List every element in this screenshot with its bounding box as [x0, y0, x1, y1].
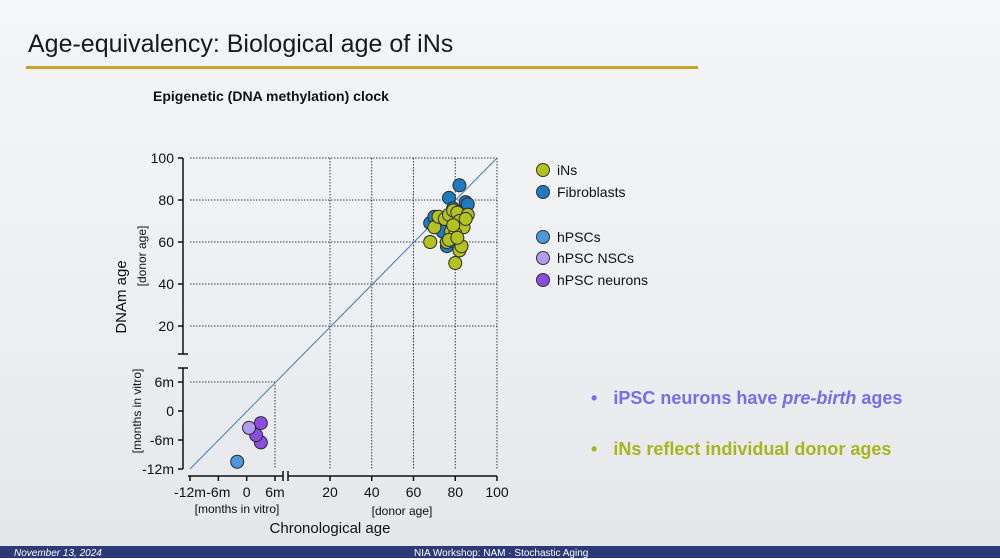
x-tick-label: -12m — [174, 484, 206, 500]
y-tick-label: 100 — [151, 150, 175, 166]
x-tick-label: 40 — [364, 484, 380, 500]
legend-item-hpscs: hPSCs — [536, 229, 601, 245]
y-sublabel-months: [months in vitro] — [130, 369, 144, 454]
footer-date: November 13, 2024 — [14, 548, 102, 559]
footer-bar — [0, 546, 1000, 558]
point-hpscs — [230, 454, 245, 469]
legend-fibroblasts-dot — [536, 185, 550, 199]
x-tick-label: 6m — [265, 484, 284, 500]
bullet-ins-donor: • iNs reflect individual donor ages — [591, 439, 891, 460]
bullet-ipsc-neurons: • iPSC neurons have pre-birth ages — [591, 388, 902, 409]
y-tick-label: 80 — [158, 192, 174, 208]
legend-hpsc-neurons-dot — [536, 273, 550, 287]
y-tick-label: 40 — [158, 276, 174, 292]
x-sublabel-donor: [donor age] — [372, 504, 433, 518]
bullet-mark: • — [591, 439, 598, 459]
bullet-text-tail: ages — [856, 388, 903, 408]
y-tick-label: 20 — [158, 318, 174, 334]
x-tick-label: 80 — [447, 484, 463, 500]
legend-item-ins: iNs — [536, 162, 577, 178]
point-ins — [458, 211, 473, 226]
y-axis-title: DNAm age — [113, 260, 130, 333]
legend-hpsc-neurons-label: hPSC neurons — [557, 272, 649, 288]
bullet-text: iPSC neurons have pre-birth ages — [613, 388, 902, 409]
bullet-text-emphasis: pre-birth — [782, 388, 857, 408]
legend-fibroblasts-label: Fibroblasts — [557, 184, 626, 200]
legend-ins-label: iNs — [557, 162, 578, 178]
x-sublabel-months: [months in vitro] — [195, 502, 280, 516]
y-tick-label: 60 — [158, 234, 174, 250]
legend-hpsc-nscs-label: hPSC NSCs — [557, 250, 635, 266]
legend-item-fibroblasts: Fibroblasts — [536, 184, 625, 200]
x-axis-title: Chronological age — [270, 520, 391, 537]
point-ins — [448, 256, 463, 270]
chart-title: Epigenetic (DNA methylation) clock — [153, 88, 389, 104]
point-fibroblasts — [452, 178, 467, 193]
x-tick-label: 20 — [322, 484, 338, 500]
x-tick-label: -6m — [206, 484, 230, 500]
y-tick-label: 6m — [155, 374, 174, 390]
footer-text: NIA Workshop: NAM · Stochastic Aging — [414, 548, 589, 559]
y-tick-label: 0 — [166, 403, 174, 419]
x-tick-label: 100 — [485, 484, 509, 500]
y-tick-label: -6m — [150, 432, 174, 448]
y-sublabel-donor: [donor age] — [135, 226, 149, 287]
point-hpsc-nscs — [242, 420, 257, 435]
bullet-text: iNs reflect individual donor ages — [613, 439, 892, 459]
legend-hpscs-dot — [536, 230, 550, 244]
legend-ins-dot — [536, 163, 550, 177]
point-ins — [423, 235, 438, 249]
legend-item-hpsc-neurons: hPSC neurons — [536, 272, 648, 288]
point-ins — [446, 218, 461, 233]
title-rule — [26, 66, 698, 69]
legend-hpscs-label: hPSCs — [557, 229, 601, 245]
point-hpsc-neurons — [253, 416, 268, 431]
bullet-mark: • — [591, 388, 598, 408]
point-ins — [450, 230, 465, 245]
legend-hpsc-nscs-dot — [536, 251, 550, 265]
slide-title: Age-equivalency: Biological age of iNs — [28, 30, 454, 58]
x-tick-label: 60 — [406, 484, 422, 500]
x-tick-label: 0 — [243, 484, 251, 500]
bullet-text-plain: iPSC neurons have — [613, 388, 783, 408]
y-tick-label: -12m — [142, 461, 174, 477]
legend-item-hpsc-nscs: hPSC NSCs — [536, 250, 634, 266]
